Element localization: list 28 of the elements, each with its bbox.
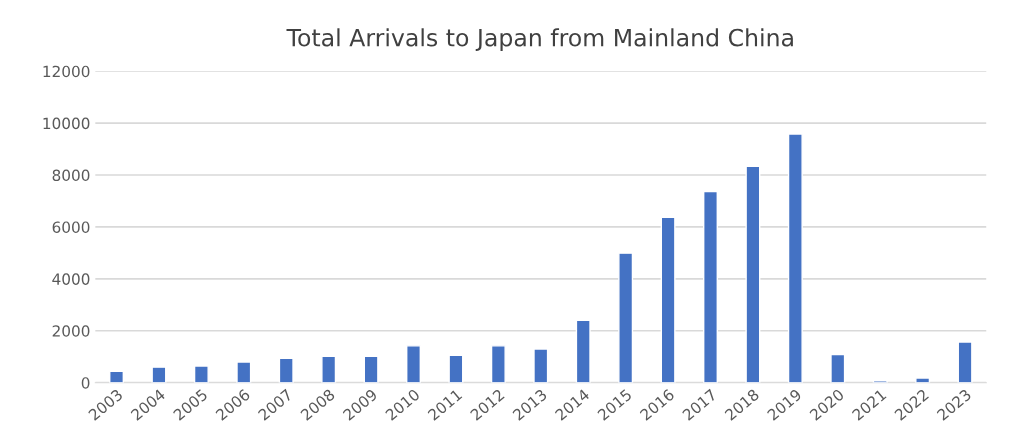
bar bbox=[703, 190, 718, 383]
y-tick-label: 0 bbox=[81, 377, 90, 389]
bar bbox=[618, 252, 634, 383]
bar bbox=[957, 341, 973, 383]
bar bbox=[787, 133, 803, 383]
bar bbox=[109, 370, 125, 383]
bar bbox=[533, 348, 549, 383]
bar bbox=[575, 319, 591, 383]
bar bbox=[406, 345, 421, 383]
bar bbox=[745, 165, 761, 383]
bar bbox=[321, 355, 337, 383]
y-tick-label: 4000 bbox=[52, 273, 90, 285]
bar bbox=[830, 353, 846, 383]
y-tick-label: 12000 bbox=[43, 65, 90, 78]
bar bbox=[490, 345, 506, 383]
bar bbox=[363, 355, 379, 383]
bar bbox=[236, 361, 252, 383]
bar bbox=[448, 354, 464, 383]
y-tick-label: 6000 bbox=[52, 221, 90, 233]
bar bbox=[660, 216, 676, 383]
y-tick-label: 2000 bbox=[52, 325, 90, 337]
y-tick-label: 10000 bbox=[43, 117, 90, 130]
y-tick-label: 8000 bbox=[52, 169, 90, 182]
chart-title: Total Arrivals to Japan from Mainland China bbox=[286, 28, 793, 52]
bar bbox=[915, 377, 931, 383]
bar bbox=[193, 365, 209, 383]
bar bbox=[278, 357, 294, 383]
bar bbox=[151, 366, 167, 383]
